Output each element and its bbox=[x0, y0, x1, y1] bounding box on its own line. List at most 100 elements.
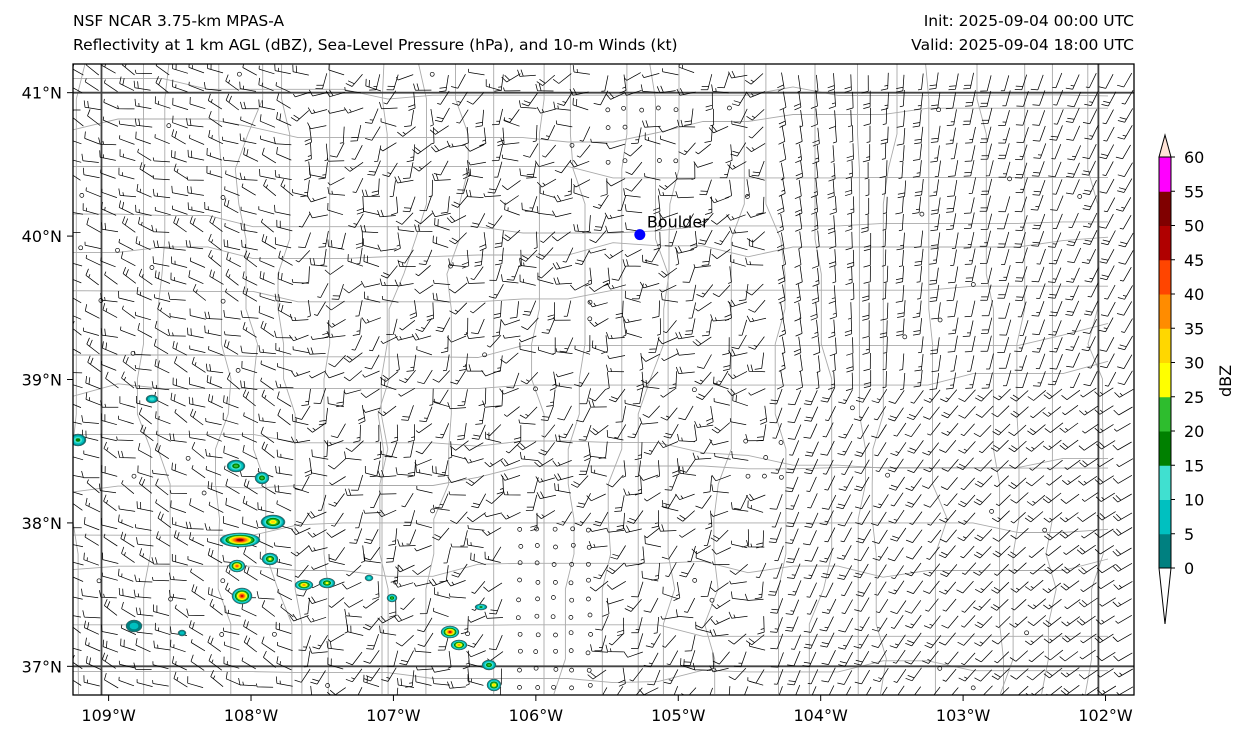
wind-barb bbox=[390, 196, 399, 216]
wind-barb bbox=[1014, 336, 1027, 352]
wind-barb bbox=[173, 530, 189, 546]
wind-barb bbox=[82, 203, 99, 215]
wind-barb bbox=[728, 667, 747, 681]
calm-circle bbox=[937, 317, 943, 323]
wind-barb bbox=[888, 476, 905, 491]
wind-barb bbox=[694, 371, 712, 385]
wind-barb bbox=[1100, 265, 1115, 281]
wind-barb bbox=[1068, 212, 1079, 228]
wind-barb bbox=[494, 161, 503, 178]
wind-barb bbox=[604, 249, 624, 259]
wind-barb bbox=[307, 122, 327, 130]
wind-barb bbox=[1047, 283, 1062, 299]
city-marker-boulder[interactable]: Boulder bbox=[634, 213, 709, 241]
wind-barb bbox=[994, 475, 1009, 488]
wind-barb bbox=[662, 586, 679, 600]
calm-circle bbox=[586, 577, 591, 583]
wind-barb bbox=[488, 634, 503, 651]
wind-barb bbox=[1094, 633, 1114, 644]
wind-barb bbox=[154, 134, 170, 145]
wind-barb bbox=[1065, 285, 1079, 301]
wind-barb bbox=[872, 546, 889, 561]
wind-barb bbox=[940, 389, 958, 403]
wind-barb bbox=[274, 484, 292, 495]
wind-barb bbox=[958, 406, 976, 419]
calm-circle bbox=[622, 124, 628, 130]
wind-barb bbox=[329, 476, 346, 486]
wind-barb bbox=[259, 114, 276, 128]
wind-barb bbox=[191, 584, 206, 601]
wind-barb bbox=[352, 177, 364, 193]
county-line bbox=[73, 64, 86, 695]
wind-barb bbox=[226, 252, 241, 268]
wind-barb bbox=[634, 442, 643, 461]
wind-barb bbox=[223, 516, 239, 528]
wind-barb bbox=[912, 318, 922, 336]
wind-barb bbox=[552, 73, 572, 84]
wind-barb bbox=[307, 299, 311, 318]
wind-barb bbox=[957, 494, 976, 508]
wind-barb bbox=[981, 372, 993, 389]
wind-barb bbox=[258, 206, 275, 215]
wind-barb bbox=[240, 206, 257, 215]
wind-barb bbox=[460, 616, 469, 635]
wind-barb bbox=[275, 342, 292, 355]
wind-barb bbox=[883, 196, 888, 214]
wind-barb bbox=[546, 389, 556, 407]
wind-barb bbox=[475, 407, 486, 425]
wind-barb bbox=[208, 654, 223, 671]
wind-barb bbox=[73, 315, 82, 320]
wind-barb bbox=[554, 483, 571, 494]
wind-barb bbox=[355, 300, 363, 317]
wind-barb bbox=[684, 318, 696, 335]
wind-barb bbox=[606, 429, 624, 441]
wind-barb bbox=[101, 413, 118, 426]
calm-circle bbox=[673, 158, 679, 164]
wind-barb bbox=[409, 300, 418, 320]
calm-circle bbox=[517, 560, 523, 566]
wind-barb bbox=[471, 580, 486, 594]
wind-barb bbox=[770, 633, 784, 650]
wind-barb bbox=[207, 538, 224, 547]
wind-barb bbox=[785, 458, 800, 474]
wind-barb bbox=[657, 524, 677, 532]
wind-barb bbox=[640, 353, 661, 362]
wind-barb bbox=[343, 389, 362, 395]
wind-barb bbox=[1053, 90, 1064, 106]
wind-barb bbox=[589, 230, 607, 243]
wind-barb bbox=[1042, 492, 1062, 504]
wind-barb bbox=[863, 370, 872, 389]
wind-barb bbox=[855, 529, 872, 544]
product-subtitle: Reflectivity at 1 km AGL (dBZ), Sea-Leve… bbox=[73, 36, 678, 54]
wind-barb bbox=[964, 248, 976, 265]
wind-barb bbox=[274, 542, 291, 549]
wind-barb bbox=[778, 108, 787, 128]
wind-barb bbox=[174, 409, 188, 423]
wind-barb bbox=[975, 580, 993, 594]
wind-barb bbox=[466, 167, 484, 179]
wind-barb bbox=[309, 257, 328, 267]
city-dot[interactable] bbox=[634, 229, 646, 241]
colorbar-tick-label: 10 bbox=[1184, 491, 1204, 510]
calm-circle bbox=[553, 648, 558, 654]
wind-barb bbox=[225, 170, 241, 181]
valid-time: Valid: 2025-09-04 18:00 UTC bbox=[911, 36, 1134, 54]
wind-barb bbox=[958, 668, 976, 682]
wind-barb bbox=[673, 582, 681, 602]
reflectivity-cell bbox=[364, 574, 374, 582]
wind-barb bbox=[838, 651, 853, 667]
wind-barb bbox=[223, 198, 239, 214]
wind-barb bbox=[593, 215, 607, 231]
wind-barb bbox=[101, 222, 119, 233]
reflectivity-cell bbox=[481, 659, 497, 671]
wind-barb bbox=[100, 433, 117, 442]
wind-barb bbox=[727, 299, 748, 308]
wind-barb bbox=[519, 335, 537, 343]
wind-barb bbox=[318, 230, 329, 248]
wind-barb bbox=[1026, 494, 1046, 506]
wind-barb bbox=[1002, 370, 1012, 387]
wind-barb bbox=[294, 405, 311, 420]
wind-barb bbox=[608, 388, 626, 403]
wind-barb bbox=[692, 662, 711, 671]
